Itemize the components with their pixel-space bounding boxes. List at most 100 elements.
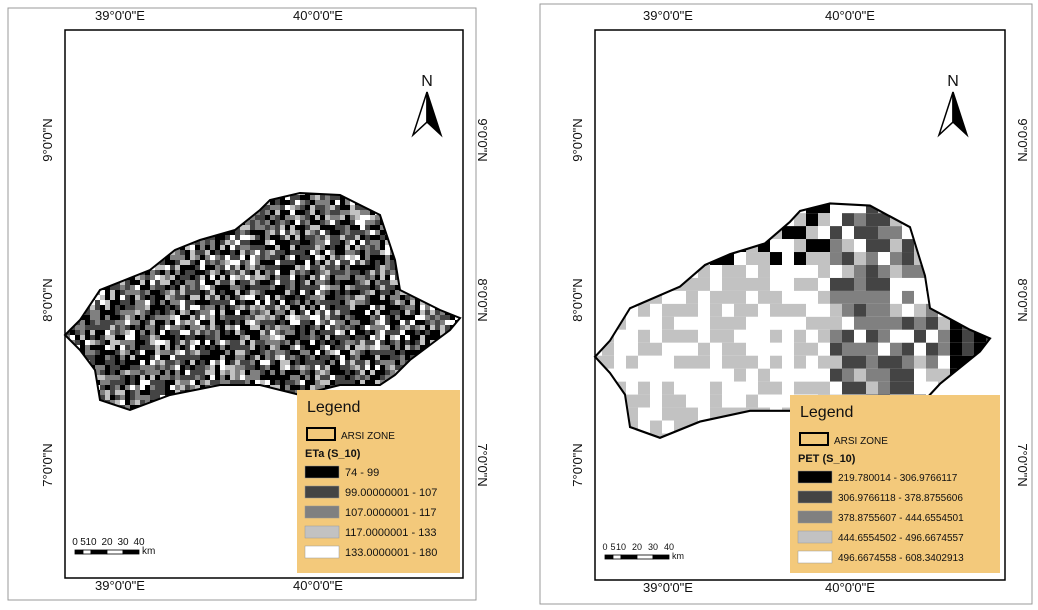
- raster-cell: [240, 270, 245, 275]
- raster-cell: [385, 260, 390, 265]
- raster-cell: [335, 265, 340, 270]
- raster-cell: [140, 310, 145, 315]
- raster-cell: [95, 325, 100, 330]
- legend-swatch: [798, 491, 832, 503]
- raster-cell: [295, 295, 300, 300]
- raster-cell: [240, 330, 245, 335]
- raster-cell: [240, 320, 245, 325]
- raster-cell: [320, 195, 325, 200]
- raster-cell: [250, 255, 255, 260]
- raster-cell: [185, 280, 190, 285]
- raster-cell: [235, 335, 240, 340]
- raster-cell: [295, 310, 300, 315]
- raster-cell: [320, 315, 325, 320]
- raster-cell: [230, 345, 235, 350]
- raster-cell: [370, 300, 375, 305]
- raster-cell: [130, 320, 135, 325]
- raster-cell: [385, 290, 390, 295]
- raster-cell: [75, 330, 80, 335]
- raster-cell: [330, 235, 335, 240]
- legend-label: 378.8755607 - 444.6554501: [838, 513, 964, 524]
- raster-cell: [410, 350, 415, 355]
- raster-cell: [360, 270, 365, 275]
- raster-cell: [355, 265, 360, 270]
- raster-cell: [220, 350, 225, 355]
- raster-cell: [295, 255, 300, 260]
- raster-cell: [280, 205, 285, 210]
- raster-cell: [345, 210, 350, 215]
- raster-cell: [220, 375, 225, 380]
- raster-cell: [240, 285, 245, 290]
- raster-cell: [185, 345, 190, 350]
- raster-cell: [280, 320, 285, 325]
- raster-cell: [415, 335, 420, 340]
- raster-cell: [295, 365, 300, 370]
- raster-cell: [160, 375, 165, 380]
- raster-cell: [120, 325, 125, 330]
- raster-cell: [220, 325, 225, 330]
- raster-cell: [115, 390, 120, 395]
- raster-cell: [310, 260, 315, 265]
- raster-cell: [265, 210, 270, 215]
- raster-cell: [190, 380, 195, 385]
- raster-cell: [350, 355, 355, 360]
- scale-label: 20: [101, 537, 113, 548]
- raster-cell: [225, 300, 230, 305]
- raster-cell: [225, 370, 230, 375]
- raster-cell: [175, 375, 180, 380]
- raster-cell: [120, 370, 125, 375]
- raster-cell: [380, 240, 385, 245]
- raster-cell: [345, 340, 350, 345]
- raster-cell: [375, 260, 380, 265]
- raster-cell: [315, 260, 320, 265]
- raster-cell: [370, 280, 375, 285]
- raster-cell: [818, 356, 830, 369]
- raster-cell: [315, 310, 320, 315]
- scale-segment: [83, 550, 91, 554]
- raster-cell: [380, 255, 385, 260]
- raster-cell: [400, 295, 405, 300]
- raster-cell: [120, 345, 125, 350]
- raster-cell: [125, 310, 130, 315]
- raster-cell: [310, 380, 315, 385]
- raster-cell: [370, 365, 375, 370]
- raster-cell: [265, 245, 270, 250]
- raster-cell: [758, 343, 770, 356]
- raster-cell: [270, 355, 275, 360]
- legend-swatch: [305, 526, 339, 538]
- raster-cell: [290, 370, 295, 375]
- raster-cell: [770, 265, 782, 278]
- raster-cell: [290, 305, 295, 310]
- raster-cell: [110, 345, 115, 350]
- raster-cell: [280, 255, 285, 260]
- raster-cell: [315, 205, 320, 210]
- raster-cell: [662, 317, 674, 330]
- raster-cell: [215, 270, 220, 275]
- raster-cell: [140, 315, 145, 320]
- raster-cell: [866, 291, 878, 304]
- raster-cell: [350, 250, 355, 255]
- raster-cell: [140, 350, 145, 355]
- raster-cell: [195, 355, 200, 360]
- raster-cell: [866, 213, 878, 226]
- raster-cell: [380, 365, 385, 370]
- raster-cell: [205, 380, 210, 385]
- raster-cell: [290, 265, 295, 270]
- raster-cell: [280, 380, 285, 385]
- raster-cell: [270, 330, 275, 335]
- raster-cell: [926, 343, 938, 356]
- raster-cell: [95, 300, 100, 305]
- raster-cell: [120, 305, 125, 310]
- raster-cell: [285, 250, 290, 255]
- raster-cell: [280, 330, 285, 335]
- raster-cell: [734, 382, 746, 395]
- raster-cell: [305, 350, 310, 355]
- raster-cell: [320, 380, 325, 385]
- raster-cell: [330, 260, 335, 265]
- raster-cell: [310, 360, 315, 365]
- raster-cell: [100, 385, 105, 390]
- raster-cell: [360, 235, 365, 240]
- raster-cell: [175, 385, 180, 390]
- raster-cell: [395, 315, 400, 320]
- raster-cell: [782, 382, 794, 395]
